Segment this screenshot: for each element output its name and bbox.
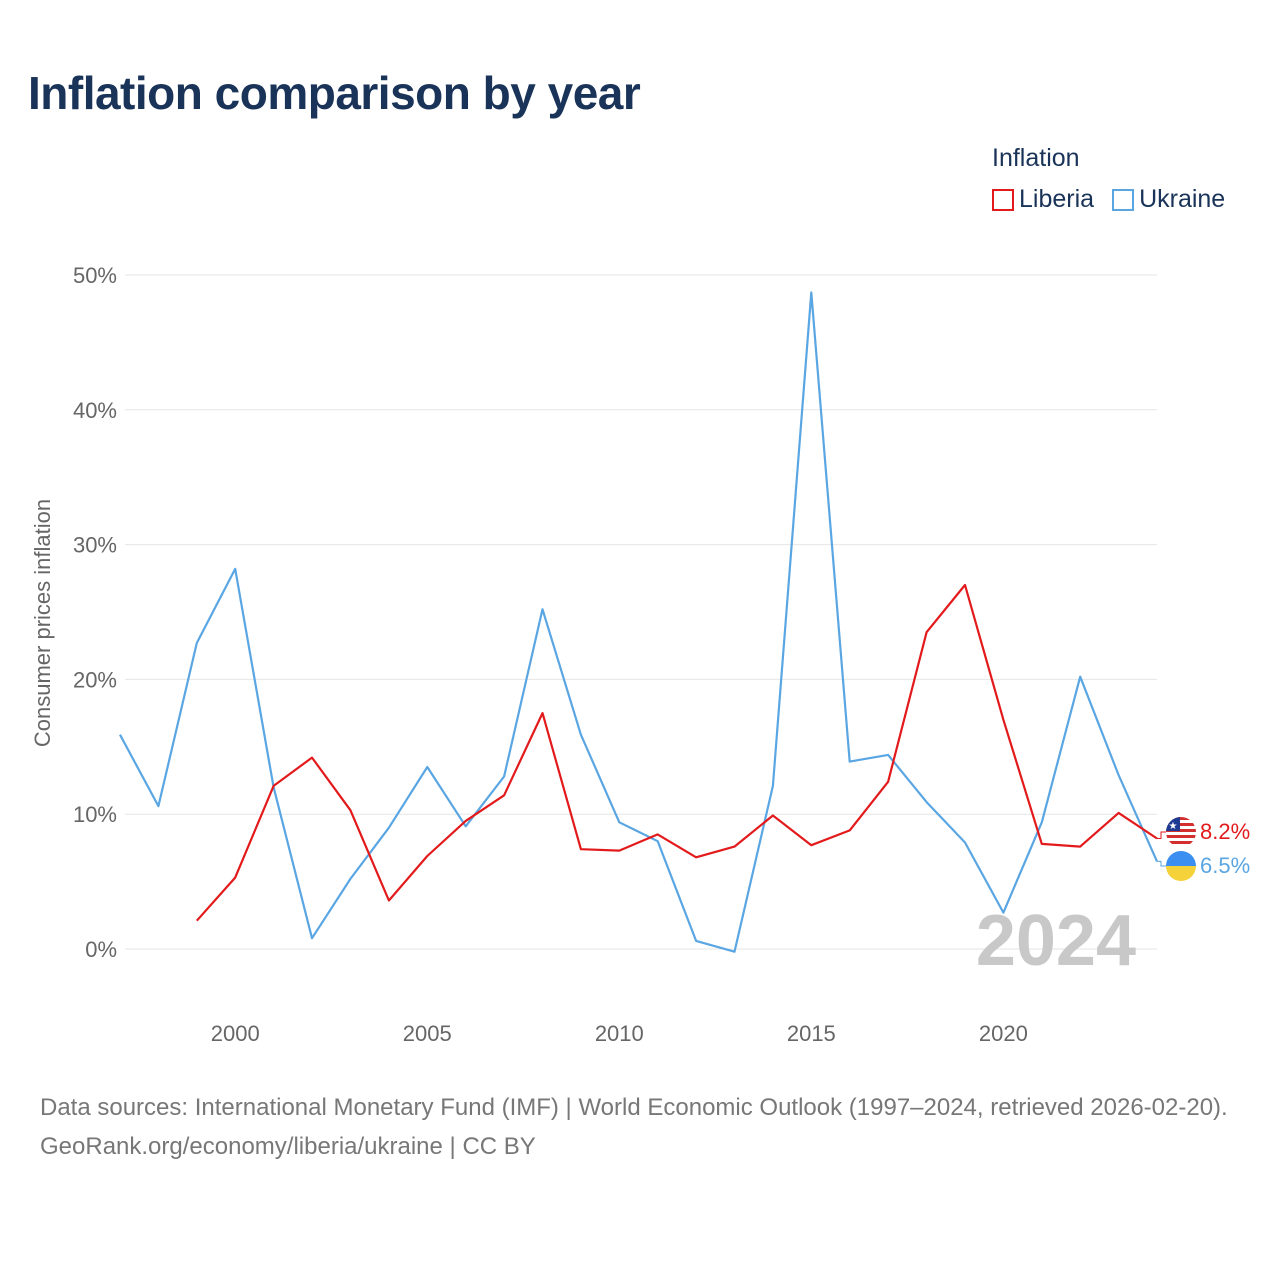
- legend-swatch-ukraine: [1112, 188, 1135, 211]
- footer: Data sources: International Monetary Fun…: [40, 1088, 1250, 1166]
- legend-title: Inflation: [992, 144, 1080, 172]
- x-tick-label: 2010: [595, 1021, 644, 1046]
- legend-item-liberia[interactable]: Liberia: [992, 185, 1094, 214]
- liberia-flag-icon: ★: [1166, 817, 1196, 847]
- end-value-ukraine: 6.5%: [1200, 853, 1250, 878]
- series-lines: [119, 291, 1166, 953]
- x-tick-label: 2000: [211, 1021, 260, 1046]
- line-chart: 0% 10% 20% 30% 40% 50% 2000 2005 2010 2015 2020 C…: [30, 263, 1250, 1046]
- x-axis-ticks: 2000 2005 2010 2015 2020: [211, 1021, 1028, 1046]
- gridlines: [125, 274, 1157, 950]
- y-tick-label: 0%: [85, 937, 117, 962]
- legend-label-liberia: Liberia: [1019, 185, 1095, 213]
- y-tick-label: 50%: [73, 263, 117, 288]
- y-tick-label: 30%: [73, 533, 117, 558]
- chart-title: Inflation comparison by year: [28, 67, 641, 119]
- y-axis-label: Consumer prices inflation: [30, 499, 55, 747]
- end-connector-liberia: [1157, 831, 1166, 839]
- end-value-liberia: 8.2%: [1200, 819, 1250, 844]
- y-tick-label: 10%: [73, 802, 117, 827]
- current-year-watermark: 2024: [976, 901, 1136, 981]
- credit-link[interactable]: GeoRank.org/economy/liberia/ukraine | CC…: [40, 1133, 536, 1160]
- legend-swatch-liberia: [992, 188, 1014, 211]
- legend-label-ukraine: Ukraine: [1139, 185, 1226, 213]
- y-axis-ticks: 0% 10% 20% 30% 40% 50%: [73, 263, 117, 962]
- y-tick-label: 20%: [73, 667, 117, 692]
- svg-text:★: ★: [1169, 821, 1178, 832]
- series-line-ukraine[interactable]: [119, 291, 1159, 953]
- legend: Liberia Ukraine: [992, 185, 1243, 214]
- data-sources: Data sources: International Monetary Fun…: [40, 1094, 1228, 1121]
- y-tick-label: 40%: [73, 398, 117, 423]
- legend-item-ukraine[interactable]: Ukraine: [1112, 185, 1225, 214]
- series-line-liberia[interactable]: [195, 583, 1158, 922]
- x-tick-label: 2005: [403, 1021, 452, 1046]
- ukraine-flag-icon: [1166, 851, 1196, 881]
- x-tick-label: 2015: [787, 1021, 836, 1046]
- end-markers: ★ 8.2% 6.5%: [1166, 817, 1250, 881]
- end-connector-ukraine: [1157, 860, 1166, 867]
- x-tick-label: 2020: [979, 1021, 1028, 1046]
